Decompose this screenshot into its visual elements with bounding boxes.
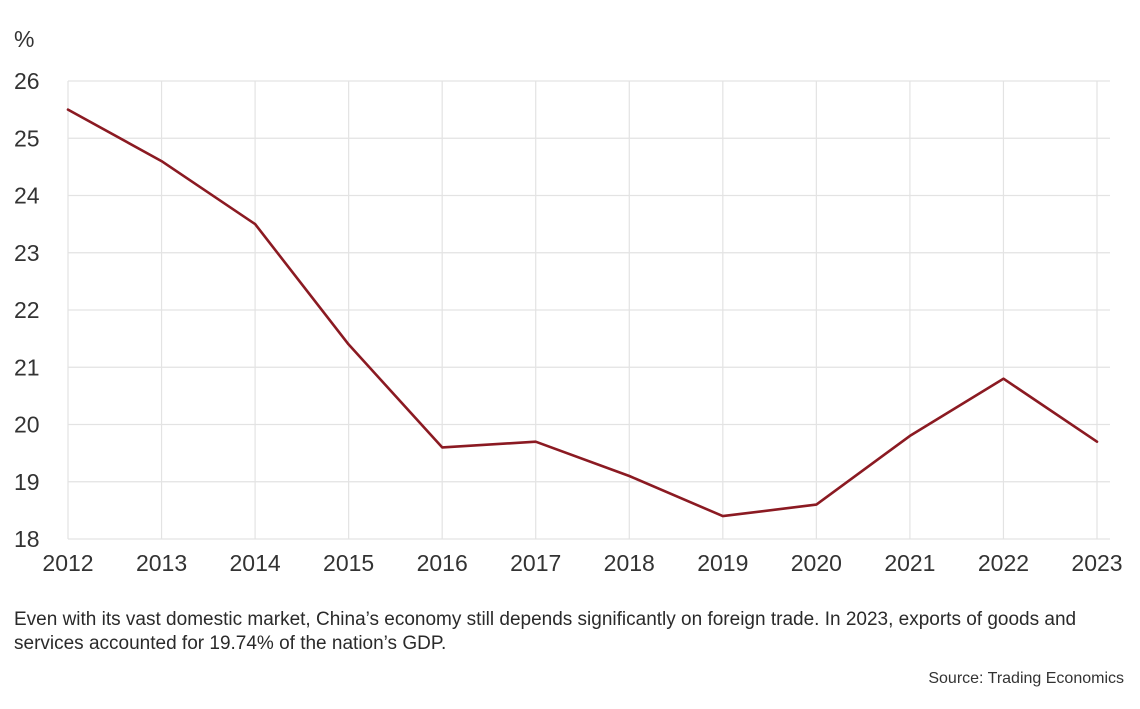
y-axis-ticks: 18 19 20 21 22 23 24 25 26	[14, 68, 40, 552]
x-tick-label: 2023	[1071, 550, 1122, 576]
x-tick-label: 2019	[697, 550, 748, 576]
x-tick-label: 2017	[510, 550, 561, 576]
y-tick-label: 25	[14, 125, 40, 151]
y-tick-label: 20	[14, 412, 40, 438]
series-lines	[66, 108, 1099, 518]
y-tick-label: 23	[14, 240, 40, 266]
grid-lines	[67, 80, 1110, 540]
y-tick-label: 26	[14, 68, 40, 94]
y-tick-label: 22	[14, 297, 40, 323]
x-tick-label: 2012	[42, 550, 93, 576]
x-axis-ticks: 2012 2013 2014 2015 2016 2017 2018 2019 2020 2021…	[42, 550, 1122, 576]
chart-caption: Even with its vast domestic market, Chin…	[14, 609, 1077, 654]
x-tick-label: 2014	[230, 550, 281, 576]
x-tick-label: 2020	[791, 550, 842, 576]
series-line	[66, 108, 1099, 518]
y-tick-label: 24	[14, 183, 40, 209]
y-tick-label: 19	[14, 469, 40, 495]
x-tick-label: 2022	[978, 550, 1029, 576]
x-tick-label: 2013	[136, 550, 187, 576]
x-tick-label: 2021	[884, 550, 935, 576]
x-tick-label: 2018	[604, 550, 655, 576]
source-note: Source: Trading Economics	[928, 670, 1124, 687]
x-tick-label: 2015	[323, 550, 374, 576]
y-tick-label: 18	[14, 526, 40, 552]
x-tick-label: 2016	[417, 550, 468, 576]
y-tick-label: 21	[14, 354, 40, 380]
y-axis-unit-label: %	[14, 26, 35, 52]
